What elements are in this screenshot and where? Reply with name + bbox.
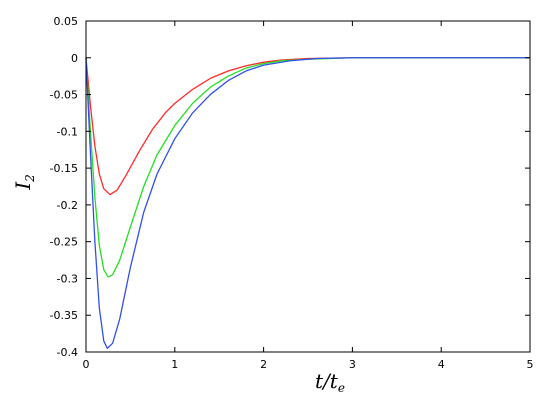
y-tick-label: -0.1 (57, 125, 78, 138)
x-tick-label: 4 (438, 358, 445, 371)
y-tick-label: -0.15 (50, 162, 78, 175)
x-axis-label: t/te (315, 369, 345, 395)
y-tick-label: -0.4 (57, 346, 78, 359)
y-axis-label-sub: 2 (23, 174, 37, 183)
x-tick-label: 3 (349, 358, 356, 371)
y-tick-label: 0.05 (54, 15, 79, 28)
series-line-1 (85, 57, 530, 196)
y-axis-label: I2 (11, 174, 37, 191)
y-tick-label: 0 (71, 52, 78, 65)
x-axis-label-main: t/t (315, 369, 339, 393)
ticks-layer (85, 20, 531, 353)
series-line-2 (85, 57, 530, 278)
y-tick-label: -0.05 (50, 89, 78, 102)
y-tick-label: -0.2 (57, 199, 78, 212)
x-tick-label: 2 (260, 358, 267, 371)
x-tick-label: 5 (527, 358, 534, 371)
y-tick-label: -0.25 (50, 236, 78, 249)
x-tick-labels: 0 1 2 3 4 5 (83, 358, 534, 371)
y-tick-labels: 0.05 0 -0.05 -0.1 -0.15 -0.2 -0.25 -0.3 -0.35 -0.… (50, 15, 78, 359)
y-tick-label: -0.35 (50, 309, 78, 322)
y-tick-label: -0.3 (57, 272, 78, 285)
y-axis-label-main: I (11, 181, 35, 191)
series-layer (85, 57, 530, 349)
plot-frame (85, 20, 531, 353)
x-tick-label: 1 (171, 358, 178, 371)
x-axis-label-sub: e (338, 381, 345, 395)
x-tick-label: 0 (83, 358, 90, 371)
series-line-3 (85, 57, 530, 349)
